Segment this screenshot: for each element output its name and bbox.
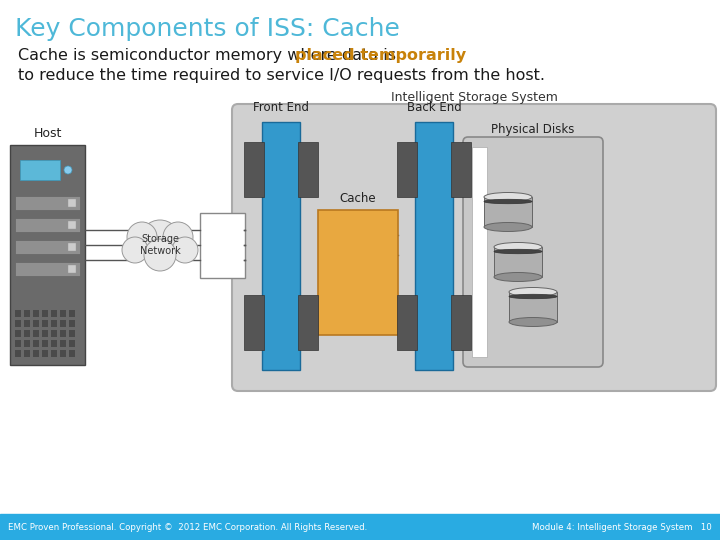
Bar — [15, 196, 80, 210]
Bar — [33, 350, 39, 357]
Bar — [494, 247, 542, 277]
Ellipse shape — [484, 222, 532, 232]
Bar — [15, 262, 80, 276]
Text: EMC Proven Professional. Copyright ©  2012 EMC Corporation. All Rights Reserved.: EMC Proven Professional. Copyright © 201… — [8, 523, 367, 531]
Bar — [51, 350, 57, 357]
Circle shape — [144, 239, 176, 271]
Bar — [69, 320, 75, 327]
Bar — [51, 310, 57, 317]
Bar — [24, 330, 30, 337]
Bar — [451, 295, 471, 350]
Bar — [451, 142, 471, 197]
Text: Back End: Back End — [407, 101, 462, 114]
Bar — [33, 310, 39, 317]
Bar — [397, 142, 417, 197]
Bar — [60, 310, 66, 317]
Circle shape — [163, 222, 193, 252]
Bar — [262, 122, 300, 370]
Bar — [15, 240, 80, 254]
FancyBboxPatch shape — [463, 137, 603, 367]
Ellipse shape — [484, 192, 532, 201]
Bar — [298, 295, 318, 350]
Ellipse shape — [494, 273, 542, 281]
Bar — [200, 213, 245, 278]
Bar — [15, 218, 80, 232]
Bar — [244, 142, 264, 197]
Bar — [24, 350, 30, 357]
Bar — [472, 147, 487, 357]
Bar — [24, 340, 30, 347]
Bar — [33, 330, 39, 337]
Ellipse shape — [509, 318, 557, 327]
Circle shape — [140, 220, 180, 260]
Circle shape — [122, 237, 148, 263]
Bar — [20, 160, 60, 180]
Bar — [68, 265, 76, 273]
Bar — [42, 330, 48, 337]
Bar — [15, 350, 21, 357]
Bar — [484, 197, 532, 227]
Bar — [68, 243, 76, 251]
Bar — [0, 514, 720, 540]
Text: Module 4: Intelligent Storage System   10: Module 4: Intelligent Storage System 10 — [532, 523, 712, 531]
Bar — [60, 340, 66, 347]
Bar — [24, 310, 30, 317]
Bar — [60, 350, 66, 357]
Bar — [51, 330, 57, 337]
Text: Front End: Front End — [253, 101, 309, 114]
Bar — [15, 330, 21, 337]
Bar — [15, 310, 21, 317]
Bar — [51, 340, 57, 347]
Text: Key Components of ISS: Cache: Key Components of ISS: Cache — [15, 17, 400, 41]
Bar — [51, 320, 57, 327]
Bar — [69, 340, 75, 347]
Bar — [42, 350, 48, 357]
Bar — [33, 340, 39, 347]
Bar — [10, 145, 85, 365]
Bar — [69, 310, 75, 317]
Bar — [42, 320, 48, 327]
Bar — [397, 295, 417, 350]
Text: Cache is semiconductor memory where data is: Cache is semiconductor memory where data… — [18, 48, 401, 63]
Text: Cache: Cache — [340, 192, 377, 205]
Bar — [42, 340, 48, 347]
Bar — [60, 320, 66, 327]
Ellipse shape — [484, 199, 532, 204]
FancyBboxPatch shape — [232, 104, 716, 391]
Bar — [15, 320, 21, 327]
Ellipse shape — [509, 294, 557, 299]
Bar — [509, 292, 557, 322]
Bar — [69, 330, 75, 337]
Circle shape — [127, 222, 157, 252]
Bar — [68, 199, 76, 207]
Text: Storage
Network: Storage Network — [140, 234, 181, 256]
Bar — [244, 295, 264, 350]
Bar — [415, 122, 453, 370]
Circle shape — [64, 166, 72, 174]
Bar — [69, 350, 75, 357]
Circle shape — [172, 237, 198, 263]
Ellipse shape — [494, 249, 542, 254]
Ellipse shape — [509, 287, 557, 296]
Bar — [24, 320, 30, 327]
Bar — [15, 340, 21, 347]
Bar — [68, 221, 76, 229]
Text: to reduce the time required to service I/O requests from the host.: to reduce the time required to service I… — [18, 68, 545, 83]
Text: placed temporarily: placed temporarily — [295, 48, 467, 63]
Bar — [42, 310, 48, 317]
Text: Physical Disks: Physical Disks — [491, 123, 575, 136]
Text: Intelligent Storage System: Intelligent Storage System — [390, 91, 557, 104]
Bar — [33, 320, 39, 327]
Bar — [298, 142, 318, 197]
Bar — [318, 210, 398, 335]
Ellipse shape — [494, 242, 542, 252]
Text: Host: Host — [33, 127, 62, 140]
Bar — [60, 330, 66, 337]
